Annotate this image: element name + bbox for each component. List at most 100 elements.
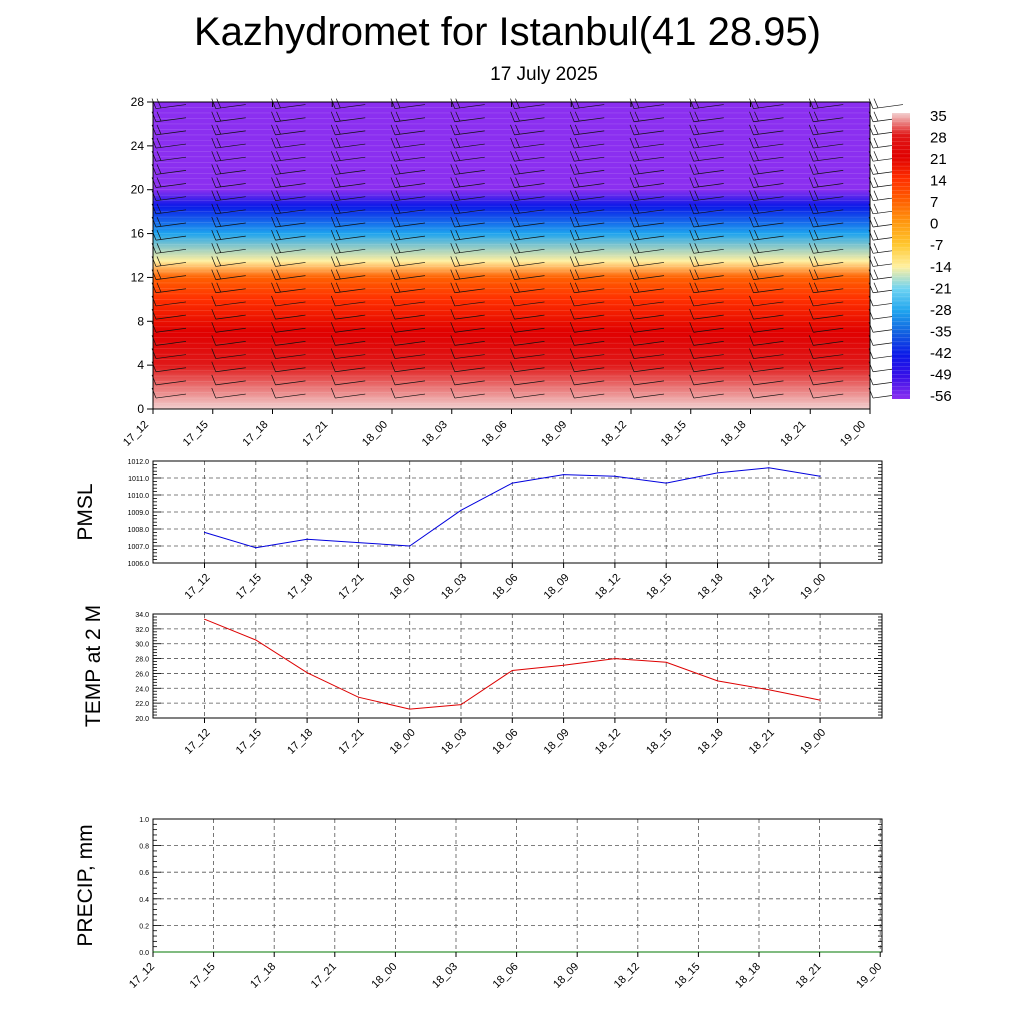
wind-barb xyxy=(330,137,366,149)
wind-barb xyxy=(390,256,426,267)
wind-barb xyxy=(749,322,784,333)
wind-barb xyxy=(510,348,545,359)
wind-barb xyxy=(629,295,665,307)
x-tick-label: 18_09 xyxy=(542,572,572,602)
wind-barb xyxy=(330,282,366,294)
wind-barb xyxy=(808,322,844,333)
wind-barb xyxy=(629,137,665,149)
x-tick-label: 17_21 xyxy=(336,727,366,757)
wind-barb xyxy=(569,361,605,373)
wind-barb xyxy=(629,151,665,162)
wind-barb xyxy=(808,216,844,228)
wind-barb xyxy=(390,151,426,162)
data-point xyxy=(255,639,257,641)
wind-barb xyxy=(569,243,605,254)
wind-barb xyxy=(330,164,366,175)
wind-barb xyxy=(510,216,545,228)
wind-barb xyxy=(749,282,784,294)
wind-barb xyxy=(510,387,545,399)
wind-barb xyxy=(749,230,784,241)
y-axis-label: PMSL xyxy=(74,483,97,540)
wind-barb xyxy=(510,322,545,333)
y-tick-label: 12 xyxy=(131,270,145,284)
wind-barb xyxy=(749,177,784,188)
wind-barb xyxy=(749,256,784,267)
wind-barb xyxy=(330,322,366,333)
x-tick-label: 18_06 xyxy=(490,572,520,602)
wind-barb xyxy=(450,230,485,241)
x-tick-label: 18_21 xyxy=(747,572,777,602)
wind-barb xyxy=(211,387,246,399)
wind-barb xyxy=(569,203,605,215)
wind-barb xyxy=(271,348,306,359)
wind-barb xyxy=(330,216,366,228)
wind-barb xyxy=(211,269,246,280)
data-point xyxy=(819,475,821,477)
y-tick-label: 1009.0 xyxy=(128,510,150,517)
wind-barb xyxy=(330,387,366,399)
wind-barb xyxy=(330,111,366,123)
wind-barb xyxy=(808,177,844,188)
wind-barb xyxy=(330,203,366,215)
y-tick-label: 1008.0 xyxy=(128,527,150,534)
x-tick-label: 18_18 xyxy=(733,961,763,991)
colorbar: 35 28 21 14 7 0 -7 -14 -21 -28 -35 -42 -49 -56 xyxy=(892,108,952,405)
y-tick-label: 30.0 xyxy=(135,642,149,649)
wind-barb xyxy=(271,335,306,346)
wind-barb xyxy=(330,151,366,162)
wind-barb xyxy=(211,177,246,188)
x-tick-label: 17_15 xyxy=(181,419,211,449)
heatmap-panel: 0 4 8 12 16 20 24 28 17_12 17_15 17_18 17_21 18_00 18… xyxy=(121,95,904,449)
x-tick-label: 18_06 xyxy=(490,727,520,757)
wind-barb xyxy=(808,164,844,175)
wind-barb xyxy=(749,348,784,359)
colorbar-label: -49 xyxy=(930,366,952,383)
data-point xyxy=(511,669,513,671)
data-point xyxy=(717,472,718,474)
wind-barb xyxy=(330,269,366,280)
wind-barb xyxy=(569,230,605,241)
wind-barb xyxy=(569,111,605,123)
y-tick-label: 1007.0 xyxy=(128,544,150,551)
wind-barb xyxy=(808,124,844,136)
y-tick-label: 20.0 xyxy=(135,716,149,723)
wind-barb xyxy=(271,98,306,109)
wind-barb xyxy=(510,361,545,373)
x-tick-label: 18_12 xyxy=(593,572,623,602)
wind-barb xyxy=(271,387,306,399)
data-point xyxy=(665,482,667,484)
x-tick-label: 19_00 xyxy=(854,961,884,991)
wind-barb xyxy=(808,203,844,215)
y-tick-label: 26.0 xyxy=(135,671,149,678)
wind-barb xyxy=(629,230,665,241)
x-tick-label: 17_21 xyxy=(300,419,330,449)
wind-barb xyxy=(749,269,784,280)
wind-barb xyxy=(689,164,724,175)
wind-barb xyxy=(569,164,605,175)
wind-barb xyxy=(390,124,426,136)
wind-barb xyxy=(689,374,724,386)
wind-barb xyxy=(629,374,665,386)
wind-barb xyxy=(629,348,665,359)
wind-barb xyxy=(330,243,366,254)
colorbar-label: 7 xyxy=(930,194,938,211)
wind-barb xyxy=(390,190,426,202)
wind-barb xyxy=(569,216,605,228)
wind-barb xyxy=(569,387,605,399)
wind-barb xyxy=(808,269,844,280)
data-point xyxy=(717,680,718,682)
wind-barb xyxy=(211,111,246,123)
wind-barb xyxy=(390,322,426,333)
wind-barb xyxy=(808,335,844,346)
wind-barb xyxy=(510,98,545,109)
wind-barb xyxy=(749,335,784,346)
wind-barb xyxy=(271,295,306,307)
wind-barb xyxy=(510,177,545,188)
wind-barb xyxy=(510,282,545,294)
wind-barb xyxy=(629,322,665,333)
data-point xyxy=(409,545,411,547)
wind-barb xyxy=(390,230,426,241)
wind-barb xyxy=(211,282,246,294)
colorbar-label: -14 xyxy=(930,259,952,276)
wind-barb xyxy=(450,111,485,123)
